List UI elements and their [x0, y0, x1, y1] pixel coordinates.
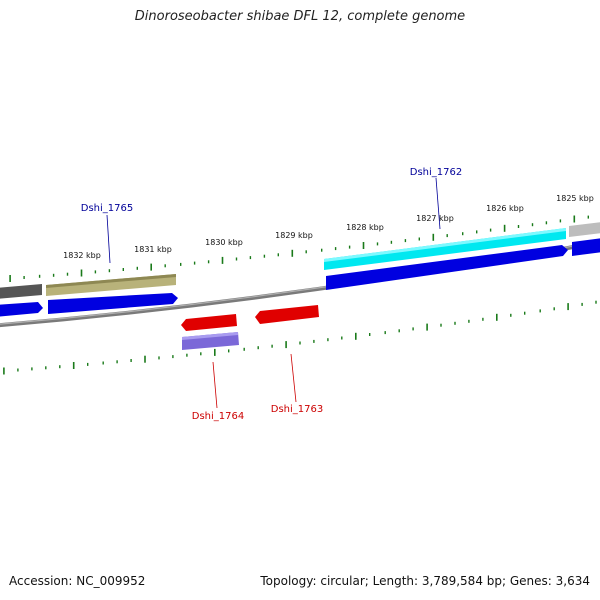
feature-track-outer	[0, 221, 600, 299]
tick-label: 1828 kbp	[346, 223, 384, 232]
tick-labels: 1832 kbp 1831 kbp 1830 kbp 1829 kbp 1828…	[63, 194, 594, 260]
inner-tick-track	[3, 300, 597, 375]
cds-forward-dshi-1765[interactable]	[48, 293, 178, 314]
gene-label-dshi-1762[interactable]: Dshi_1762	[410, 167, 462, 178]
gene-label-dshi-1765[interactable]: Dshi_1765	[81, 203, 133, 214]
cds-track-forward	[0, 237, 600, 317]
feature-light-grey[interactable]	[569, 221, 600, 237]
gene-label-dshi-1764[interactable]: Dshi_1764	[192, 411, 244, 422]
cds-forward-left[interactable]	[0, 302, 43, 317]
gene-leaders	[106, 177, 441, 409]
feature-dark-grey[interactable]	[0, 284, 42, 299]
tick-label: 1830 kbp	[205, 238, 243, 247]
cds-reverse-dshi-1763[interactable]	[255, 305, 319, 324]
cds-reverse-dshi-1764[interactable]	[181, 314, 237, 331]
cds-forward-dshi-1762[interactable]	[326, 245, 568, 290]
tick-label: 1832 kbp	[63, 251, 101, 260]
tick-label: 1831 kbp	[134, 245, 172, 254]
outer-tick-track	[9, 215, 589, 282]
cds-track-reverse	[181, 305, 319, 350]
tick-label: 1829 kbp	[275, 231, 313, 240]
gene-label-dshi-1763[interactable]: Dshi_1763	[271, 404, 323, 415]
tick-label: 1826 kbp	[486, 204, 524, 213]
accession-text: Accession: NC_009952	[9, 574, 146, 588]
cds-forward-right[interactable]	[572, 237, 600, 256]
tick-label: 1827 kbp	[416, 214, 454, 223]
tick-label: 1825 kbp	[556, 194, 594, 203]
map-title: Dinoroseobacter shibae DFL 12, complete …	[134, 9, 466, 24]
genome-summary-text: Topology: circular; Length: 3,789,584 bp…	[260, 574, 590, 588]
